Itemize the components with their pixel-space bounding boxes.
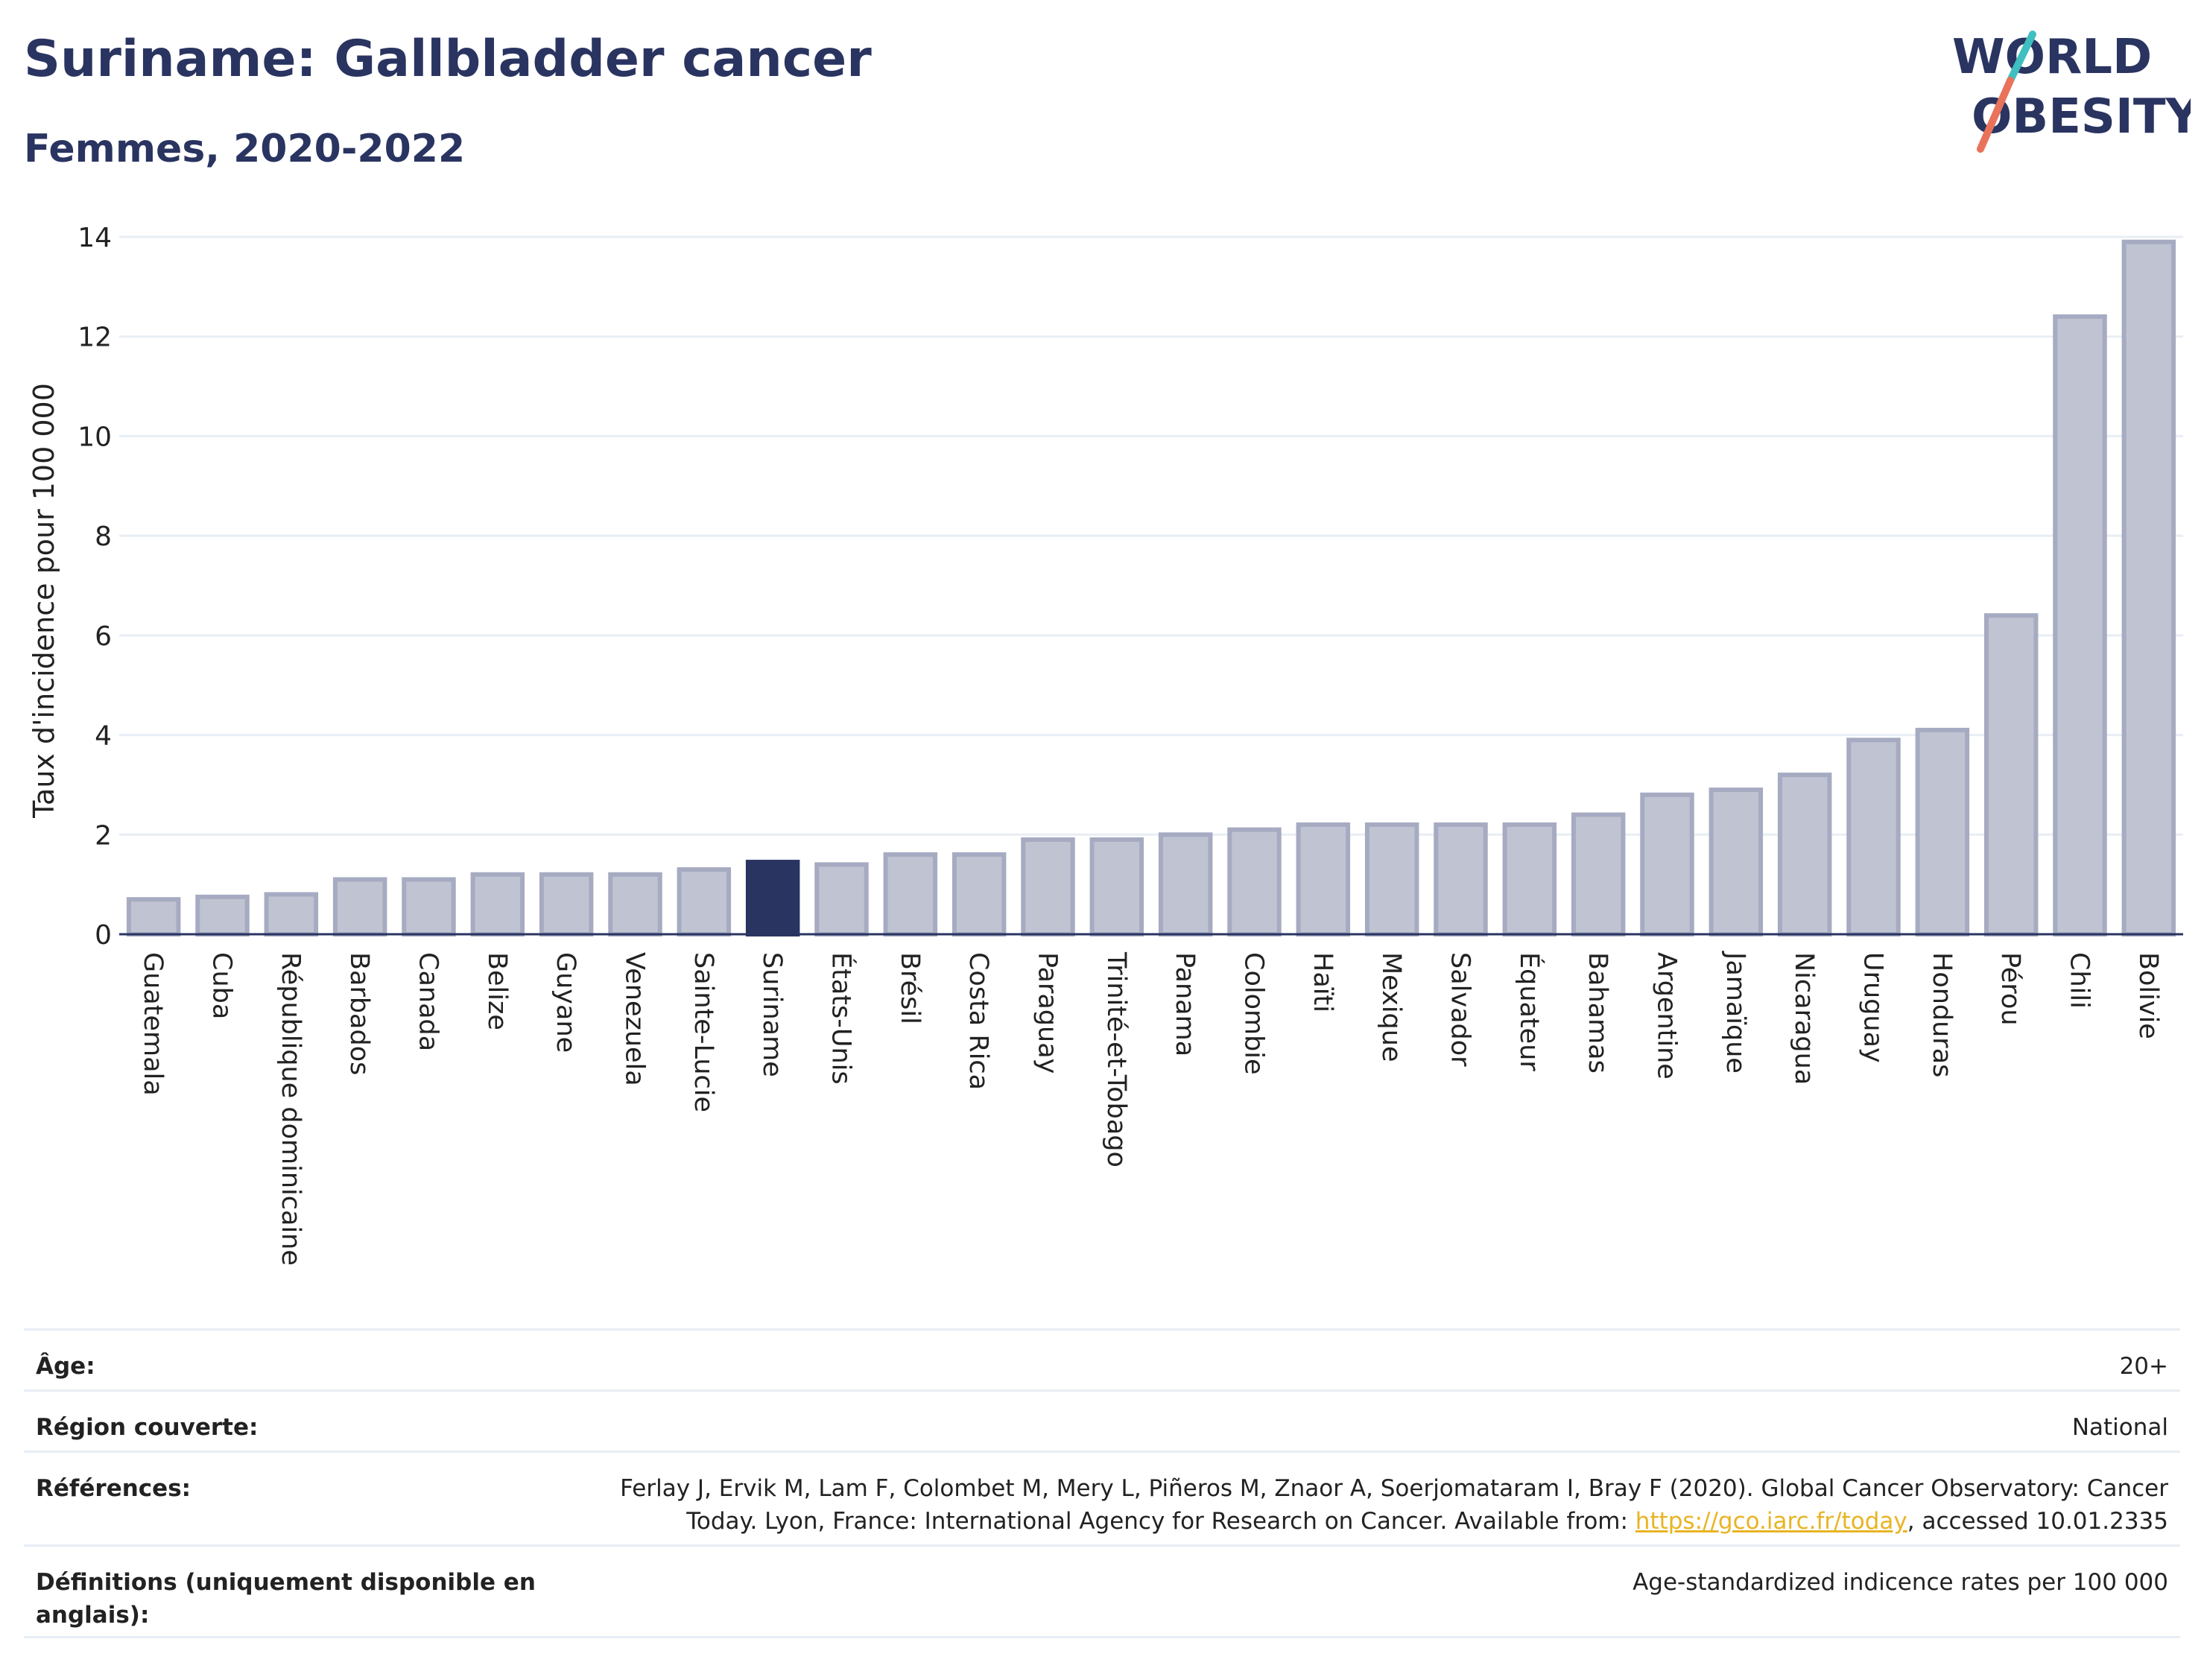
bar [1364, 822, 1419, 937]
x-tick-label: Honduras [1927, 952, 1957, 1077]
references-label: Références: [36, 1475, 191, 1502]
x-tick-label: Bolivie [2133, 952, 2163, 1039]
x-tick-label: Suriname [757, 952, 787, 1077]
x-tick-label: Paraguay [1033, 952, 1063, 1074]
meta-row-definitions: Définitions (uniquement disponible en an… [24, 1544, 2180, 1638]
y-tick-labels: 0 2 4 6 8 10 12 14 [77, 223, 112, 951]
x-tick-label: Venezuela [620, 952, 650, 1086]
x-tick-label: Panama [1170, 952, 1200, 1056]
x-tick-label: Jamaïque [1720, 951, 1750, 1074]
x-tick-label: Barbados [344, 952, 374, 1075]
y-tick-label: 8 [95, 522, 112, 552]
bar [470, 872, 525, 936]
page-subtitle: Femmes, 2020-2022 [24, 127, 466, 171]
logo-word-world: WORLD [1952, 30, 2152, 85]
x-tick-label: Trinité-et-Tobago [1101, 951, 1131, 1167]
bar [1709, 787, 1764, 936]
x-tick-label: Guatemala [138, 952, 168, 1096]
bar [1846, 738, 1901, 936]
definitions-value: Age-standardized indicence rates per 100… [1633, 1569, 2168, 1596]
x-tick-label: Haïti [1308, 952, 1337, 1012]
y-tick-label: 6 [95, 621, 112, 652]
bar [1021, 837, 1075, 937]
y-tick-label: 10 [77, 422, 112, 452]
y-tick-label: 0 [95, 920, 112, 951]
bar-chart: 0 2 4 6 8 10 12 14 Guatemala Cuba République domi… [28, 223, 2183, 1266]
bar [814, 862, 869, 937]
bar [195, 894, 250, 936]
x-tick-label: Mexique [1376, 952, 1406, 1062]
bar-highlight [745, 860, 800, 936]
y-tick-label: 4 [95, 721, 112, 752]
x-tick-label: Argentine [1652, 952, 1682, 1080]
age-value: 20+ [2119, 1353, 2168, 1380]
x-tick-label: Salvador [1445, 952, 1475, 1067]
x-tick-label: Brésil [895, 952, 925, 1024]
bar [1296, 822, 1351, 937]
bar [1777, 773, 1832, 936]
references-link[interactable]: https://gco.iarc.fr/today [1635, 1508, 1907, 1535]
references-value: Ferlay J, Ervik M, Lam F, Colombet M, Me… [542, 1472, 2168, 1538]
y-axis-label: Taux d'incidence pour 100 000 [28, 383, 60, 819]
x-tick-label: Belize [482, 952, 512, 1030]
y-tick-label: 12 [77, 323, 112, 353]
y-tick-label: 2 [95, 820, 112, 851]
bar [402, 877, 456, 937]
page-title: Suriname: Gallbladder cancer [24, 30, 872, 89]
x-tick-label: Uruguay [1858, 952, 1888, 1063]
logo-slash-teal [2007, 31, 2036, 84]
logo-slash-coral [1977, 77, 2014, 153]
x-tick-label: Équateur [1514, 952, 1545, 1071]
meta-row-age: Âge: 20+ [24, 1328, 2180, 1389]
bar [1983, 613, 2039, 936]
bar [1571, 812, 1626, 936]
x-tick-label: Costa Rica [963, 952, 993, 1090]
bar [1227, 827, 1282, 936]
x-tick-label: Guyane [551, 952, 580, 1053]
definitions-label: Définitions (uniquement disponible en an… [36, 1569, 536, 1629]
bar [608, 872, 662, 936]
x-tick-label: Pérou [1995, 952, 2025, 1026]
meta-row-references: Références: Ferlay J, Ervik M, Lam F, Co… [24, 1451, 2180, 1544]
references-text: Ferlay J, Ervik M, Lam F, Colombet M, Me… [620, 1475, 2168, 1535]
bars [126, 239, 2176, 937]
x-tick-label: Nicaragua [1789, 952, 1819, 1085]
age-label: Âge: [36, 1353, 95, 1380]
x-tick-label: Canada [414, 952, 443, 1051]
bar [951, 852, 1007, 936]
bar [539, 872, 594, 936]
bar [883, 852, 938, 936]
x-tick-labels: Guatemala Cuba République dominicaine Barba… [138, 951, 2163, 1266]
bar [1915, 727, 1970, 937]
logo-word-obesity: OBESITY [1972, 89, 2191, 145]
bar [332, 877, 387, 937]
x-tick-label: République dominicaine [276, 952, 305, 1266]
bar [264, 892, 319, 936]
bar [2121, 239, 2176, 936]
bar [126, 897, 181, 937]
bar [1502, 822, 1557, 937]
x-tick-label: Bahamas [1583, 952, 1612, 1074]
x-tick-label: Colombie [1239, 952, 1269, 1075]
meta-row-region: Région couverte: National [24, 1389, 2180, 1451]
x-tick-label: États-Unis [826, 952, 858, 1085]
bar [2053, 314, 2107, 936]
region-label: Région couverte: [36, 1414, 259, 1441]
bar [1089, 837, 1144, 937]
x-tick-label: Cuba [207, 952, 237, 1019]
metadata-table: Âge: 20+ Région couverte: National Référ… [24, 1328, 2180, 1638]
references-accessed: , accessed 10.01.2335 [1907, 1508, 2168, 1535]
y-tick-label: 14 [77, 223, 112, 253]
bar [1640, 792, 1694, 936]
x-tick-label: Chili [2065, 952, 2094, 1009]
bar [1158, 832, 1213, 936]
region-value: National [2071, 1414, 2168, 1441]
bar [1434, 822, 1488, 937]
x-tick-label: Sainte-Lucie [688, 952, 718, 1112]
bar [677, 867, 732, 936]
world-obesity-logo: WORLD OBESITY [1952, 30, 2191, 153]
